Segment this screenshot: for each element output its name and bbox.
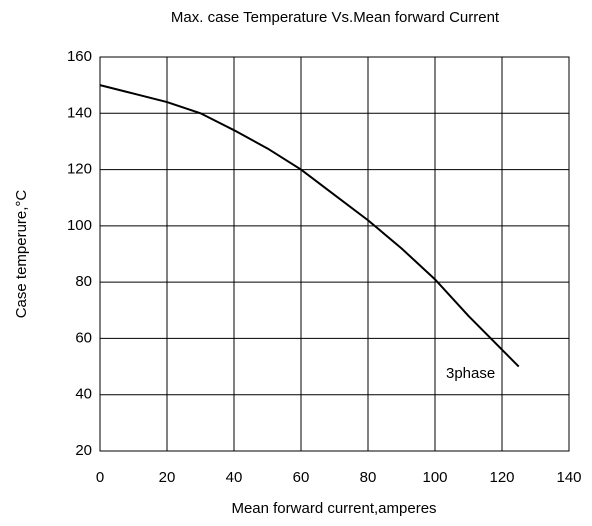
x-tick-label: 100 xyxy=(422,469,447,486)
y-tick-label: 160 xyxy=(67,48,92,65)
x-axis-label: Mean forward current,amperes xyxy=(231,500,436,517)
y-tick-label: 40 xyxy=(75,386,92,403)
y-tick-label: 60 xyxy=(75,329,92,346)
y-tick-label: 120 xyxy=(67,161,92,178)
x-tick-label: 140 xyxy=(556,469,581,486)
chart-title: Max. case Temperature Vs.Mean forward Cu… xyxy=(171,9,500,26)
series-label: 3phase xyxy=(446,365,495,382)
x-tick-label: 60 xyxy=(293,469,310,486)
y-tick-label: 100 xyxy=(67,217,92,234)
y-tick-label: 80 xyxy=(75,273,92,290)
x-tick-label: 80 xyxy=(360,469,377,486)
x-tick-label: 40 xyxy=(226,469,243,486)
plot-frame xyxy=(99,56,570,452)
y-tick-label: 20 xyxy=(75,442,92,459)
x-tick-label: 0 xyxy=(96,469,104,486)
data-line xyxy=(99,84,520,368)
x-tick-label: 20 xyxy=(159,469,176,486)
y-tick-label: 140 xyxy=(67,104,92,121)
x-tick-label: 120 xyxy=(489,469,514,486)
y-axis-label: Case temperure,°C xyxy=(13,190,30,319)
